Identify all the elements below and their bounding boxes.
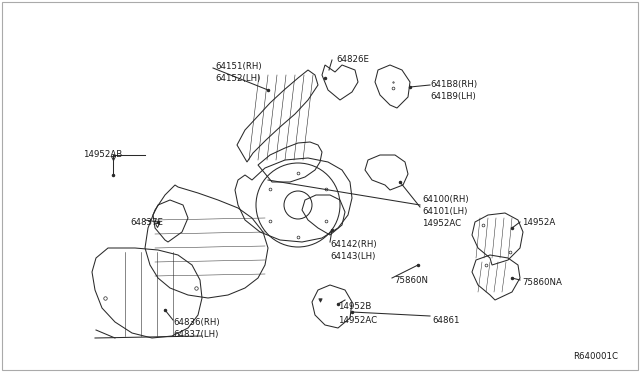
Text: 14952B: 14952B <box>338 302 371 311</box>
Text: 64826E: 64826E <box>336 55 369 64</box>
Text: 75860N: 75860N <box>394 276 428 285</box>
Text: 641B8(RH): 641B8(RH) <box>430 80 477 89</box>
Text: 641B9(LH): 641B9(LH) <box>430 92 476 101</box>
Text: 64151(RH): 64151(RH) <box>215 62 262 71</box>
Text: 64143(LH): 64143(LH) <box>330 252 376 261</box>
Text: 14952AB: 14952AB <box>83 150 122 159</box>
Text: 14952A: 14952A <box>522 218 556 227</box>
Text: 75860NA: 75860NA <box>522 278 562 287</box>
Text: 64142(RH): 64142(RH) <box>330 240 376 249</box>
Text: 64836(RH): 64836(RH) <box>173 318 220 327</box>
Text: 14952AC: 14952AC <box>422 219 461 228</box>
Text: 64101(LH): 64101(LH) <box>422 207 467 216</box>
Text: R640001C: R640001C <box>573 352 618 361</box>
Text: 64837E: 64837E <box>130 218 163 227</box>
Text: 64837(LH): 64837(LH) <box>173 330 218 339</box>
Text: 64861: 64861 <box>432 316 460 325</box>
Text: 14952AC: 14952AC <box>338 316 377 325</box>
Text: 64152(LH): 64152(LH) <box>215 74 260 83</box>
Text: 64100(RH): 64100(RH) <box>422 195 468 204</box>
